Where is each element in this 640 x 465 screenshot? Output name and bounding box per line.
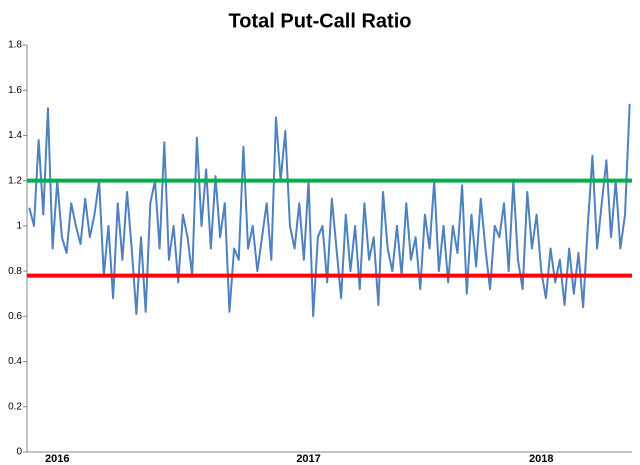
- data-line: [28, 103, 631, 318]
- chart-title: Total Put-Call Ratio: [229, 10, 412, 32]
- y-tick-label: 1.2: [8, 175, 22, 186]
- y-tick-label: 1.6: [8, 85, 22, 96]
- y-tick-label: 1.8: [8, 40, 22, 51]
- y-tick-label: 1: [16, 221, 22, 232]
- x-tick-label: 2016: [45, 453, 69, 465]
- y-tick-label: 0.4: [8, 356, 22, 367]
- x-tick-label: 2017: [296, 453, 320, 465]
- y-tick-label: 1.4: [8, 130, 22, 141]
- y-tick-label: 0.6: [8, 311, 22, 322]
- y-tick-label: 0: [16, 447, 22, 458]
- y-tick-label: 0.2: [8, 401, 22, 412]
- y-tick-label: 0.8: [8, 266, 22, 277]
- x-tick-label: 2018: [529, 453, 553, 465]
